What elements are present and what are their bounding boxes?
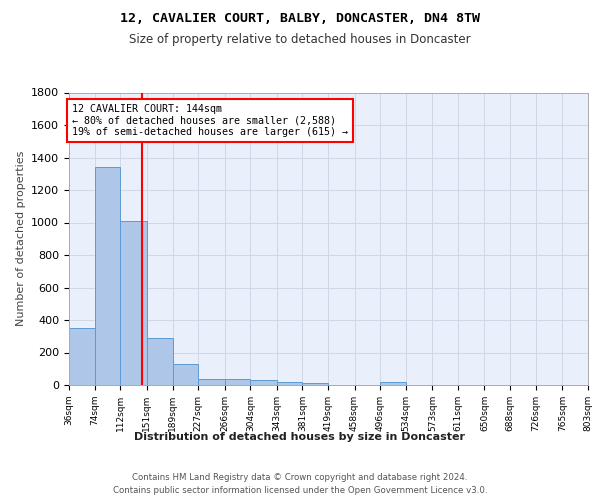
Text: Size of property relative to detached houses in Doncaster: Size of property relative to detached ho… <box>129 32 471 46</box>
Bar <box>147 338 173 385</box>
Text: Distribution of detached houses by size in Doncaster: Distribution of detached houses by size … <box>134 432 466 442</box>
Text: Contains HM Land Registry data © Crown copyright and database right 2024.: Contains HM Land Registry data © Crown c… <box>132 472 468 482</box>
Bar <box>380 382 406 385</box>
Bar <box>173 364 198 385</box>
Bar <box>95 167 121 385</box>
Y-axis label: Number of detached properties: Number of detached properties <box>16 151 26 326</box>
Bar <box>250 380 277 385</box>
Text: Contains public sector information licensed under the Open Government Licence v3: Contains public sector information licen… <box>113 486 487 495</box>
Bar <box>302 382 328 385</box>
Bar <box>198 378 224 385</box>
Bar <box>224 380 250 385</box>
Bar <box>69 328 95 385</box>
Text: 12 CAVALIER COURT: 144sqm
← 80% of detached houses are smaller (2,588)
19% of se: 12 CAVALIER COURT: 144sqm ← 80% of detac… <box>72 104 348 137</box>
Text: 12, CAVALIER COURT, BALBY, DONCASTER, DN4 8TW: 12, CAVALIER COURT, BALBY, DONCASTER, DN… <box>120 12 480 26</box>
Bar <box>277 382 302 385</box>
Bar <box>121 221 147 385</box>
